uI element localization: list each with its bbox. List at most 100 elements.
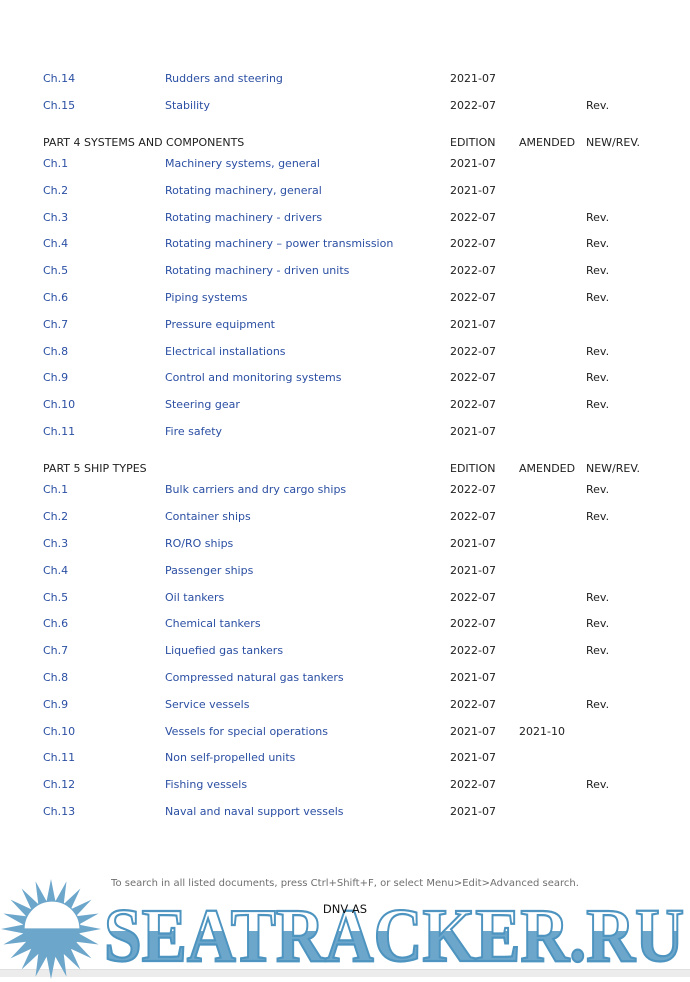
chapter-title-link[interactable]: Fire safety: [165, 425, 223, 439]
newrev-value: Rev.: [586, 210, 610, 224]
chapter-title-link[interactable]: Pressure equipment: [165, 317, 275, 331]
table-row: Ch.10 Vessels for special operations 202…: [0, 725, 690, 752]
chapter-link[interactable]: Ch.8: [43, 344, 69, 358]
table-row: Ch.13 Naval and naval support vessels 20…: [0, 805, 690, 832]
edition-value: 2022-07: [450, 590, 496, 604]
table-of-contents: Ch.14 Rudders and steering 2021-07 Ch.15…: [0, 72, 690, 831]
chapter-title-link[interactable]: Rotating machinery – power transmission: [165, 237, 394, 251]
edition-value: 2022-07: [450, 237, 496, 251]
newrev-value: Rev.: [586, 617, 610, 631]
newrev-value: Rev.: [586, 398, 610, 412]
newrev-value: Rev.: [586, 778, 610, 792]
chapter-title-link[interactable]: RO/RO ships: [165, 536, 234, 550]
column-header-newrev: NEW/REV.: [586, 136, 640, 150]
table-row: Ch.6 Piping systems 2022-07 Rev.: [0, 291, 690, 318]
chapter-link[interactable]: Ch.10: [43, 398, 76, 412]
newrev-value: Rev.: [586, 644, 610, 658]
table-row: Ch.9 Service vessels 2022-07 Rev.: [0, 698, 690, 725]
edition-value: 2022-07: [450, 210, 496, 224]
chapter-title-link[interactable]: Machinery systems, general: [165, 157, 320, 171]
edition-value: 2022-07: [450, 344, 496, 358]
chapter-link[interactable]: Ch.13: [43, 804, 76, 818]
chapter-title-link[interactable]: Rotating machinery, general: [165, 183, 322, 197]
chapter-link[interactable]: Ch.1: [43, 157, 69, 171]
edition-value: 2021-07: [450, 804, 496, 818]
edition-value: 2021-07: [450, 724, 496, 738]
seatracker-watermark: SEATRACKER.RU: [103, 894, 685, 972]
chapter-link[interactable]: Ch.4: [43, 563, 69, 577]
chapter-link[interactable]: Ch.15: [43, 98, 76, 112]
newrev-value: Rev.: [586, 510, 610, 524]
chapter-link[interactable]: Ch.9: [43, 697, 69, 711]
edition-value: 2022-07: [450, 510, 496, 524]
table-row: Ch.9 Control and monitoring systems 2022…: [0, 371, 690, 398]
chapter-title-link[interactable]: Rotating machinery - drivers: [165, 210, 323, 224]
table-row: Ch.1 Bulk carriers and dry cargo ships 2…: [0, 483, 690, 510]
table-row: Ch.6 Chemical tankers 2022-07 Rev.: [0, 617, 690, 644]
chapter-title-link[interactable]: Fishing vessels: [165, 778, 248, 792]
chapter-link[interactable]: Ch.3: [43, 210, 69, 224]
chapter-title-link[interactable]: Control and monitoring systems: [165, 371, 342, 385]
edition-value: 2021-07: [450, 72, 496, 85]
chapter-link[interactable]: Ch.10: [43, 724, 76, 738]
chapter-title-link[interactable]: Piping systems: [165, 291, 248, 305]
chapter-link[interactable]: Ch.5: [43, 264, 69, 278]
table-row: Ch.11 Non self-propelled units 2021-07: [0, 751, 690, 778]
part5-rows: Ch.1 Bulk carriers and dry cargo ships 2…: [0, 483, 690, 831]
chapter-link[interactable]: Ch.1: [43, 483, 69, 497]
publisher-name: DNV AS: [322, 902, 368, 916]
chapter-title-link[interactable]: Chemical tankers: [165, 617, 261, 631]
chapter-title-link[interactable]: Liquefied gas tankers: [165, 644, 284, 658]
part5-title: PART 5 SHIP TYPES: [43, 462, 147, 476]
chapter-title-link[interactable]: Steering gear: [165, 398, 240, 412]
table-row: Ch.8 Electrical installations 2022-07 Re…: [0, 345, 690, 372]
newrev-value: Rev.: [586, 237, 610, 251]
chapter-title-link[interactable]: Service vessels: [165, 697, 250, 711]
column-header-newrev: NEW/REV.: [586, 462, 640, 476]
chapter-title-link[interactable]: Vessels for special operations: [165, 724, 328, 738]
chapter-title-link[interactable]: Compressed natural gas tankers: [165, 670, 344, 684]
chapter-link[interactable]: Ch.2: [43, 510, 69, 524]
chapter-link[interactable]: Ch.2: [43, 183, 69, 197]
chapter-link[interactable]: Ch.7: [43, 317, 69, 331]
chapter-link[interactable]: Ch.11: [43, 751, 76, 765]
chapter-link[interactable]: Ch.6: [43, 291, 69, 305]
edition-value: 2021-07: [450, 563, 496, 577]
chapter-link[interactable]: Ch.14: [43, 72, 76, 85]
chapter-title-link[interactable]: Naval and naval support vessels: [165, 804, 344, 818]
chapter-title-link[interactable]: Oil tankers: [165, 590, 225, 604]
table-row: Ch.4 Rotating machinery – power transmis…: [0, 237, 690, 264]
chapter-link[interactable]: Ch.5: [43, 590, 69, 604]
chapter-title-link[interactable]: Container ships: [165, 510, 251, 524]
chapter-link[interactable]: Ch.12: [43, 778, 76, 792]
part4-rows: Ch.1 Machinery systems, general 2021-07 …: [0, 157, 690, 452]
table-row: Ch.15 Stability 2022-07 Rev.: [0, 99, 690, 126]
chapter-link[interactable]: Ch.9: [43, 371, 69, 385]
table-row: Ch.12 Fishing vessels 2022-07 Rev.: [0, 778, 690, 805]
chapter-link[interactable]: Ch.8: [43, 670, 69, 684]
table-row: Ch.7 Liquefied gas tankers 2022-07 Rev.: [0, 644, 690, 671]
edition-value: 2022-07: [450, 697, 496, 711]
chapter-title-link[interactable]: Electrical installations: [165, 344, 286, 358]
chapter-title-link[interactable]: Non self-propelled units: [165, 751, 296, 765]
table-row: Ch.4 Passenger ships 2021-07: [0, 564, 690, 591]
chapter-title-link[interactable]: Stability: [165, 98, 211, 112]
sun-lower-half: [24, 929, 80, 957]
chapter-link[interactable]: Ch.3: [43, 536, 69, 550]
table-row: Ch.5 Rotating machinery - driven units 2…: [0, 264, 690, 291]
chapter-link[interactable]: Ch.6: [43, 617, 69, 631]
table-row: Ch.2 Rotating machinery, general 2021-07: [0, 184, 690, 211]
chapter-link[interactable]: Ch.7: [43, 644, 69, 658]
newrev-value: Rev.: [586, 590, 610, 604]
chapter-title-link[interactable]: Passenger ships: [165, 563, 254, 577]
chapter-link[interactable]: Ch.11: [43, 425, 76, 439]
newrev-value: Rev.: [586, 291, 610, 305]
chapter-title-link[interactable]: Rudders and steering: [165, 72, 283, 85]
part4-title: PART 4 SYSTEMS AND COMPONENTS: [43, 136, 245, 150]
edition-value: 2022-07: [450, 778, 496, 792]
chapter-title-link[interactable]: Bulk carriers and dry cargo ships: [165, 483, 347, 497]
edition-value: 2021-07: [450, 317, 496, 331]
chapter-title-link[interactable]: Rotating machinery - driven units: [165, 264, 350, 278]
chapter-link[interactable]: Ch.4: [43, 237, 69, 251]
part4-header-row: PART 4 SYSTEMS AND COMPONENTS EDITION AM…: [0, 136, 690, 157]
